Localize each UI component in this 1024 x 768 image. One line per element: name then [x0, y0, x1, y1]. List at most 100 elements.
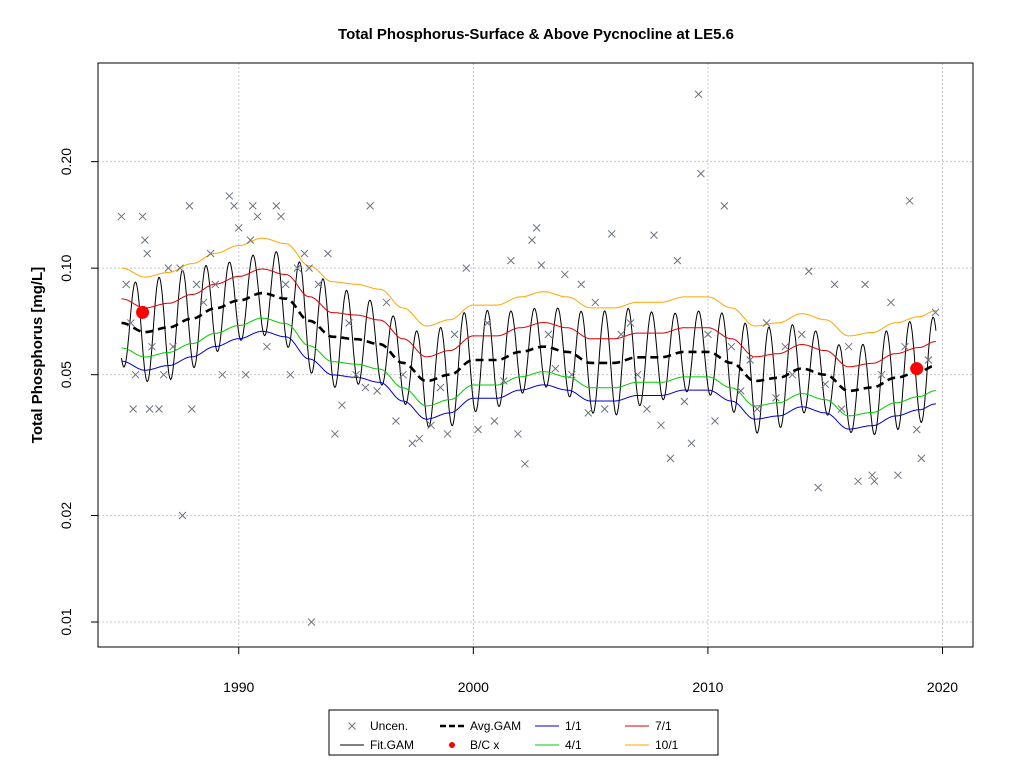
data-point — [544, 330, 553, 339]
data-point — [382, 298, 391, 307]
data-point — [704, 330, 712, 339]
data-point — [499, 377, 508, 385]
data-point — [607, 230, 616, 238]
data-point — [178, 511, 187, 520]
data-point — [694, 90, 703, 99]
y-tick-label: 0.20 — [58, 148, 74, 175]
y-tick-label: 0.02 — [58, 502, 74, 529]
data-point — [617, 330, 625, 339]
data-point — [797, 330, 806, 339]
data-point — [338, 401, 346, 410]
data-point — [490, 417, 499, 425]
data-point — [483, 319, 492, 327]
data-point — [443, 430, 452, 438]
data-point — [141, 236, 149, 244]
data-point — [894, 471, 902, 480]
data-point — [263, 342, 271, 351]
data-point — [241, 370, 250, 379]
legend-label: Avg.GAM — [470, 719, 521, 733]
legend-label: 1/1 — [565, 719, 582, 733]
data-point — [300, 249, 309, 258]
data-point — [131, 370, 140, 379]
data-point — [281, 280, 290, 289]
data-point — [187, 405, 196, 413]
data-point — [314, 280, 323, 289]
data-point — [844, 342, 853, 351]
legend-label: 7/1 — [655, 719, 672, 733]
data-point — [931, 308, 940, 317]
data-point — [560, 270, 569, 279]
data-point — [176, 264, 184, 273]
data-point — [711, 417, 719, 425]
data-point — [272, 201, 281, 210]
data-point — [148, 342, 156, 351]
data-point — [821, 380, 830, 389]
data-point — [211, 280, 220, 289]
data-point — [286, 370, 295, 379]
y-tick-label: 0.05 — [58, 361, 74, 388]
data-point — [248, 201, 257, 210]
data-point — [626, 319, 635, 327]
data-point — [361, 383, 370, 392]
data-point — [736, 387, 745, 395]
data-point — [450, 330, 459, 339]
series-7-1 — [121, 268, 936, 368]
data-point — [293, 264, 302, 273]
series-4-1 — [121, 317, 936, 417]
y-axis-label: Total Phosphorus [mg/L] — [29, 267, 46, 443]
data-point — [234, 223, 243, 232]
data-point — [122, 280, 131, 289]
data-point — [126, 319, 135, 327]
data-point — [788, 370, 797, 379]
legend-label: Fit.GAM — [370, 738, 414, 752]
legend-symbol — [348, 722, 356, 730]
axes: 1990 2000 2010 2020 0.01 0.02 0.05 0.10 0.20 — [58, 148, 958, 695]
data-point — [192, 280, 201, 289]
data-point — [917, 454, 926, 463]
data-point — [727, 342, 736, 351]
data-point — [657, 421, 665, 430]
data-point — [680, 397, 689, 406]
data-point — [206, 249, 215, 258]
data-point — [901, 342, 909, 351]
data-point — [399, 370, 407, 379]
data-point — [673, 256, 682, 265]
data-point — [324, 249, 332, 258]
data-point — [753, 405, 762, 413]
data-point — [837, 405, 846, 413]
y-tick-label: 0.01 — [58, 608, 74, 635]
data-point — [591, 298, 600, 307]
data-point — [507, 256, 515, 265]
data-point — [854, 477, 862, 486]
data-point — [687, 439, 696, 448]
data-point — [155, 405, 163, 413]
data-point — [143, 249, 152, 258]
data-point — [924, 356, 933, 364]
grid-lines — [98, 63, 973, 647]
data-point — [138, 212, 147, 221]
data-point — [246, 236, 255, 244]
data-point — [436, 383, 445, 392]
legend-box — [328, 709, 719, 756]
data-point — [392, 417, 400, 425]
data-point — [643, 405, 651, 413]
plot-data — [117, 90, 940, 626]
data-point — [277, 212, 285, 221]
data-point — [164, 264, 173, 273]
data-point — [781, 342, 790, 351]
series-fit-gam — [121, 251, 937, 436]
data-point — [169, 342, 177, 351]
data-point — [551, 364, 560, 373]
data-point — [366, 201, 374, 210]
data-point — [804, 267, 813, 276]
data-point — [230, 201, 238, 210]
series-avg-gam — [121, 291, 936, 393]
legend-label: 4/1 — [565, 738, 582, 752]
data-point — [528, 236, 536, 244]
data-point — [772, 394, 780, 402]
data-point — [373, 387, 382, 395]
data-point — [218, 370, 227, 379]
data-point — [697, 169, 705, 178]
data-point — [537, 261, 546, 269]
